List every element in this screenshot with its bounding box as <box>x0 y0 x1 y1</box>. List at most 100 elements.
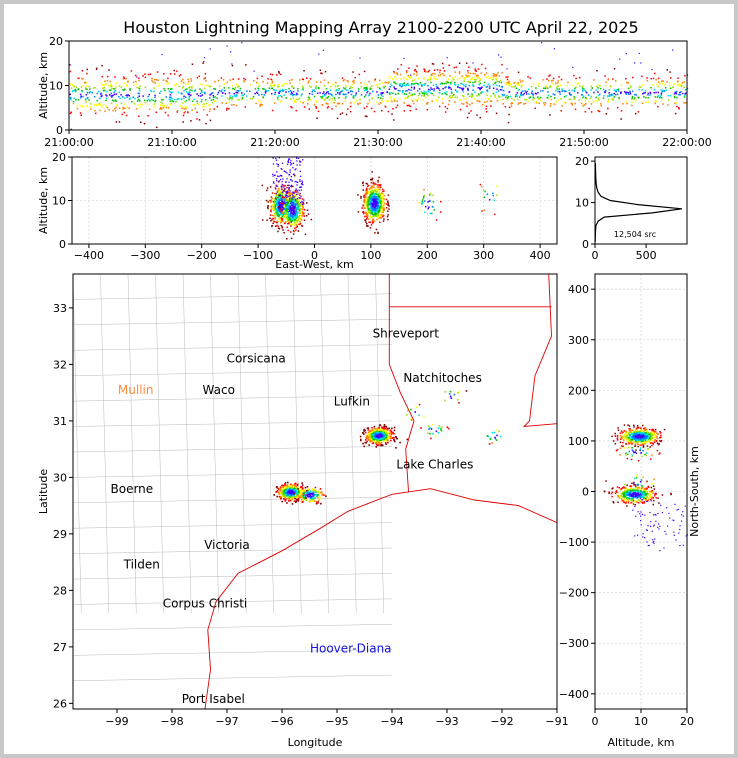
eastwest-source <box>273 197 276 200</box>
eastwest-source <box>387 201 389 204</box>
time-altitude-source <box>475 70 477 72</box>
time-altitude-source <box>242 97 244 100</box>
time-altitude-source <box>509 82 511 85</box>
eastwest-source <box>363 194 366 197</box>
time-altitude-source <box>574 87 576 90</box>
time-altitude-source <box>157 85 159 87</box>
eastwest-source <box>365 192 367 194</box>
time-altitude-source <box>94 109 96 112</box>
eastwest-source <box>286 192 288 194</box>
time-altitude-source <box>160 106 162 109</box>
map-source <box>366 440 368 443</box>
time-altitude-source <box>538 97 541 100</box>
map-source <box>295 489 298 491</box>
eastwest-source <box>297 203 300 205</box>
time-altitude-source <box>84 99 87 101</box>
time-altitude-source <box>501 63 503 66</box>
time-altitude-source <box>432 63 435 65</box>
time-altitude-source <box>397 92 399 95</box>
time-altitude-source <box>171 100 173 102</box>
map-source <box>295 493 298 495</box>
time-altitude-source <box>468 81 470 83</box>
time-altitude-source <box>326 96 328 99</box>
time-altitude-source <box>237 86 239 88</box>
time-altitude-source <box>532 94 534 97</box>
map-source <box>315 502 318 505</box>
eastwest-source <box>273 207 276 210</box>
eastwest-source <box>271 197 273 200</box>
eastwest-source <box>273 220 275 223</box>
map-source <box>278 496 281 498</box>
eastwest-source <box>279 197 282 199</box>
time-altitude-source <box>72 102 75 105</box>
time-altitude-source <box>493 74 496 77</box>
time-altitude-source <box>520 102 522 104</box>
time-altitude-source <box>572 66 574 68</box>
map-source <box>304 494 307 497</box>
time-altitude-source <box>143 99 146 102</box>
eastwest-source <box>376 204 378 206</box>
time-altitude-source <box>82 95 84 98</box>
time-altitude-source <box>270 83 272 85</box>
time-altitude-source <box>441 93 443 95</box>
time-altitude-source <box>140 106 142 108</box>
time-altitude-source <box>122 108 124 110</box>
time-altitude-source <box>461 75 464 77</box>
time-altitude-source <box>465 101 468 103</box>
time-altitude-source <box>229 95 231 97</box>
eastwest-source <box>283 209 285 212</box>
time-altitude-source <box>220 90 223 92</box>
map-source <box>302 487 304 490</box>
eastwest-source <box>365 193 368 196</box>
eastwest-source <box>282 220 284 223</box>
time-altitude-source <box>641 102 644 105</box>
time-altitude-source <box>450 80 453 83</box>
eastwest-frame <box>71 156 558 245</box>
time-altitude-source <box>275 74 278 76</box>
eastwest-source <box>374 203 377 205</box>
time-altitude-source <box>424 83 426 85</box>
time-altitude-source <box>336 117 339 120</box>
time-altitude-source <box>188 91 190 93</box>
time-altitude-source <box>441 73 444 75</box>
northsouth-source <box>650 438 653 441</box>
time-altitude-source <box>363 107 366 109</box>
eastwest-source <box>432 201 435 203</box>
time-altitude-source <box>442 67 445 69</box>
time-altitude-source <box>516 92 519 94</box>
map-source <box>298 488 301 490</box>
time-altitude-source <box>401 85 404 87</box>
map-source <box>379 424 382 426</box>
time-altitude-source <box>167 114 169 117</box>
eastwest-source <box>287 199 289 202</box>
time-altitude-source <box>528 88 530 91</box>
time-altitude-ylabel: Altitude, km <box>37 52 50 119</box>
time-altitude-source <box>140 121 142 123</box>
time-altitude-source <box>69 64 71 66</box>
eastwest-source <box>282 192 284 194</box>
time-altitude-source <box>268 87 271 89</box>
time-altitude-source <box>633 98 635 101</box>
time-altitude-source <box>433 88 435 90</box>
time-altitude-source <box>577 82 580 84</box>
eastwest-source <box>298 202 301 205</box>
time-altitude-source <box>467 81 469 83</box>
time-altitude-source <box>438 105 441 108</box>
eastwest-source <box>365 204 367 206</box>
eastwest-source <box>280 197 283 199</box>
eastwest-source <box>274 174 276 176</box>
time-altitude-source <box>495 73 498 76</box>
time-altitude-source <box>390 99 392 101</box>
time-altitude-source <box>436 78 438 81</box>
eastwest-source <box>372 199 374 201</box>
eastwest-source <box>302 159 304 161</box>
time-altitude-source <box>232 84 234 87</box>
eastwest-source <box>286 226 288 228</box>
map-source <box>275 486 278 489</box>
time-altitude-source <box>646 79 649 82</box>
time-altitude-source <box>422 78 425 80</box>
eastwest-source <box>283 214 286 217</box>
eastwest-source <box>387 204 389 206</box>
eastwest-source <box>275 184 278 187</box>
time-altitude-source <box>471 76 473 79</box>
